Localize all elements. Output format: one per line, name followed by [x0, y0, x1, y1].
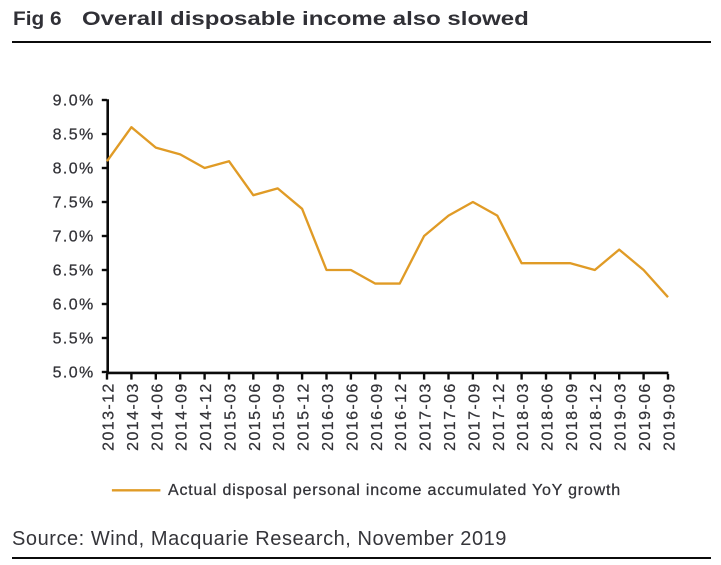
svg-text:7.0%: 7.0% [53, 229, 95, 246]
svg-text:2018-03: 2018-03 [515, 382, 532, 451]
svg-text:2017-03: 2017-03 [418, 382, 435, 451]
svg-text:2015-12: 2015-12 [296, 382, 313, 451]
svg-text:2014-03: 2014-03 [125, 382, 142, 451]
svg-text:7.5%: 7.5% [53, 195, 95, 212]
svg-text:2016-12: 2016-12 [393, 382, 410, 451]
svg-text:2014-12: 2014-12 [198, 382, 215, 451]
svg-text:2017-09: 2017-09 [466, 382, 483, 451]
svg-text:6.0%: 6.0% [53, 297, 95, 314]
svg-text:2018-12: 2018-12 [588, 382, 605, 451]
svg-text:2016-09: 2016-09 [369, 382, 386, 451]
svg-text:2016-06: 2016-06 [344, 382, 361, 451]
svg-text:2015-06: 2015-06 [247, 382, 264, 451]
svg-text:2017-12: 2017-12 [491, 382, 508, 451]
svg-text:2015-09: 2015-09 [271, 382, 288, 451]
svg-text:2017-06: 2017-06 [442, 382, 459, 451]
svg-text:8.0%: 8.0% [53, 161, 95, 178]
svg-text:Actual disposal personal incom: Actual disposal personal income accumula… [168, 482, 621, 499]
svg-text:2018-06: 2018-06 [540, 382, 557, 451]
svg-text:2019-03: 2019-03 [613, 382, 630, 451]
svg-text:2019-09: 2019-09 [662, 382, 679, 451]
svg-text:6.5%: 6.5% [53, 263, 95, 280]
svg-text:8.5%: 8.5% [53, 127, 95, 144]
svg-text:2016-03: 2016-03 [320, 382, 337, 451]
svg-text:2019-06: 2019-06 [637, 382, 654, 451]
svg-text:2014-09: 2014-09 [174, 382, 191, 451]
svg-text:2015-03: 2015-03 [223, 382, 240, 451]
svg-text:9.0%: 9.0% [53, 93, 95, 110]
svg-text:5.0%: 5.0% [53, 365, 95, 382]
svg-text:2013-12: 2013-12 [101, 382, 118, 451]
svg-text:5.5%: 5.5% [53, 331, 95, 348]
svg-text:2018-09: 2018-09 [564, 382, 581, 451]
svg-text:2014-06: 2014-06 [149, 382, 166, 451]
